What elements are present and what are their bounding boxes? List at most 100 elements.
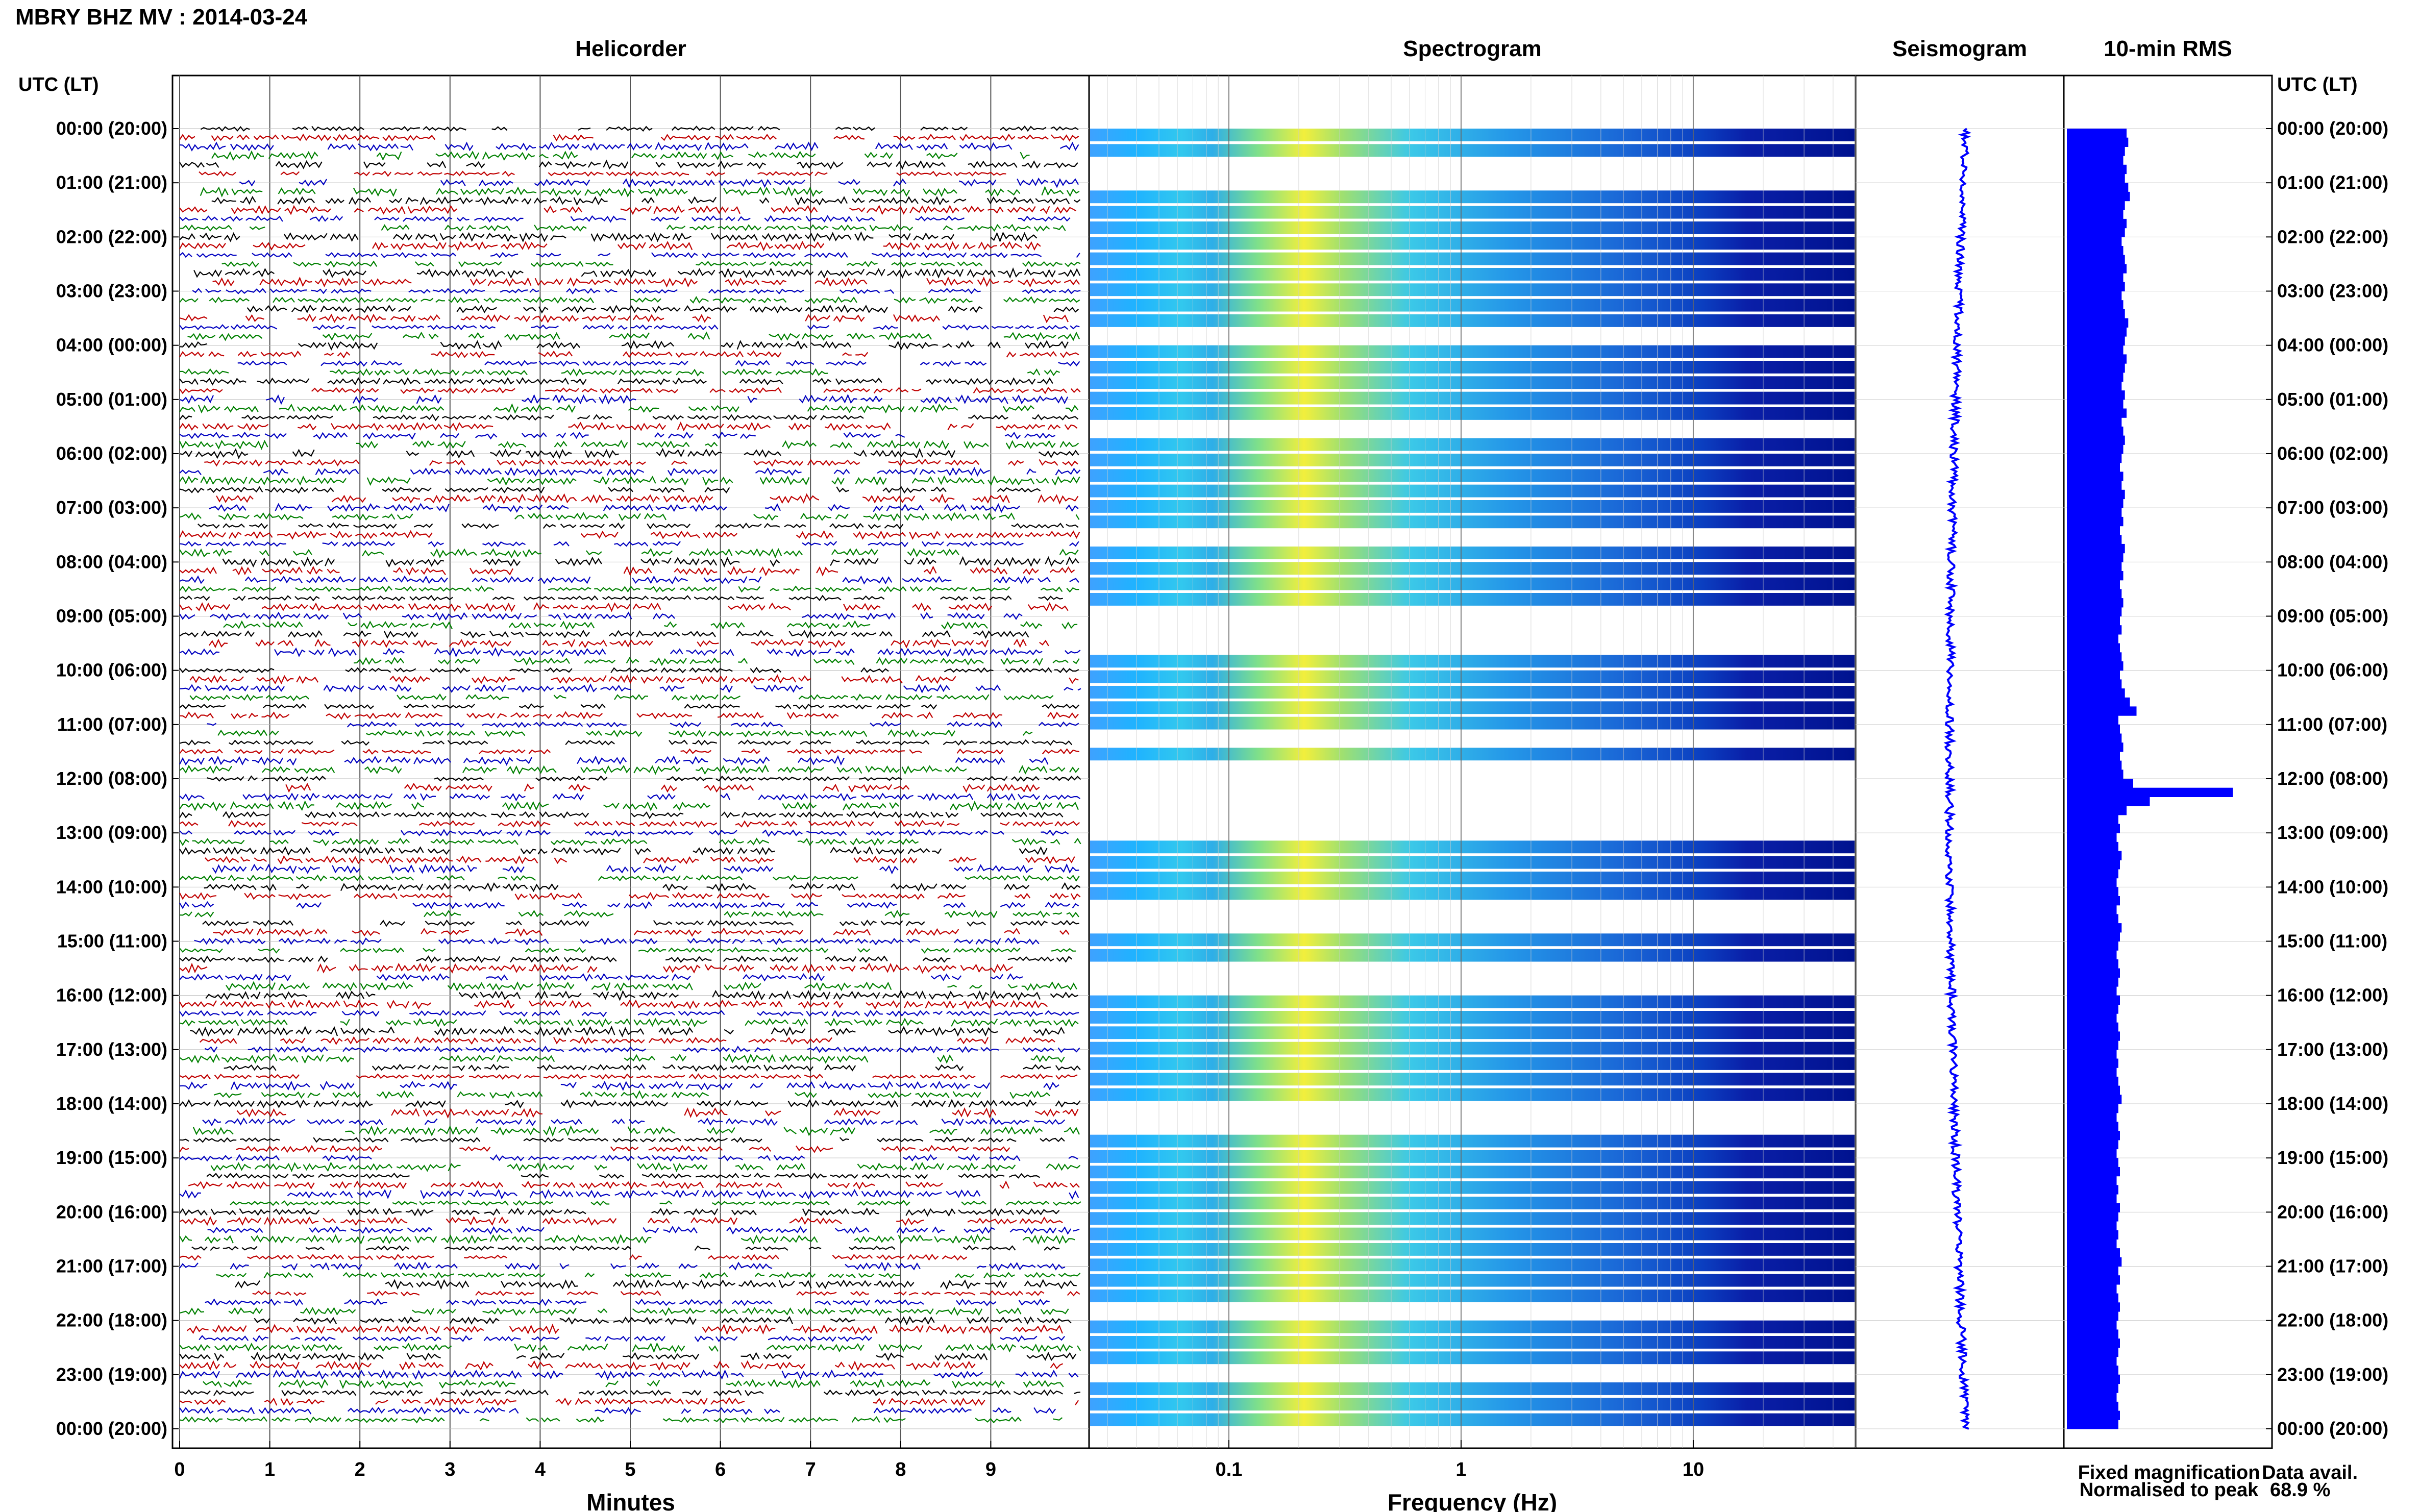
rms-bar (2067, 688, 2125, 698)
helicorder-trace-line (179, 1307, 1069, 1316)
legend-normalised-to-peak: Normalised to peak (2080, 1479, 2259, 1501)
helicorder-trace-line (199, 1036, 1055, 1046)
right-time-tick-label: 07:00 (03:00) (2277, 497, 2388, 518)
helicorder-trace-line (179, 1342, 1081, 1353)
rms-bar (2067, 995, 2120, 1005)
helicorder-trace-line (189, 693, 1054, 702)
rms-bar (2067, 733, 2122, 743)
helicorder-trace-line (203, 1378, 1064, 1390)
spectrogram-row (1090, 995, 1855, 1008)
spectrogram-row (1090, 562, 1855, 575)
rms-bar (2067, 724, 2120, 734)
helicorder-trace-line (192, 1125, 1080, 1137)
rms-bar (2067, 1058, 2118, 1068)
helicorder-trace-line (179, 205, 1076, 215)
rms-bar (2067, 246, 2124, 256)
spectrogram-row (1090, 268, 1855, 281)
spectrogram-row (1090, 655, 1855, 668)
rms-bar (2067, 634, 2118, 644)
spectrogram-frame (1088, 75, 1857, 1449)
rms-bar (2067, 1311, 2118, 1321)
left-time-ticks: 00:00 (20:00) 01:00 (21:00) 02:00 (22:00) 0… (56, 118, 179, 1439)
left-time-tick-label: 06:00 (02:00) (56, 443, 167, 464)
rms-bar (2067, 1013, 2117, 1023)
left-time-tick-label: 15:00 (11:00) (57, 931, 167, 952)
minute-tick-label: 2 (355, 1459, 365, 1480)
rms-bar (2067, 336, 2125, 346)
spectrogram-row (1090, 593, 1855, 606)
rms-bar (2067, 273, 2124, 283)
rms-bar (2067, 156, 2124, 165)
helicorder-trace-line (216, 1271, 1081, 1279)
helicorder-trace-line (180, 948, 1079, 953)
rms-bar (2067, 1085, 2120, 1095)
helicorder-trace-line (179, 594, 1063, 602)
helicorder-trace-line (179, 647, 1081, 658)
rms-bar (2067, 264, 2127, 274)
helicorder-trace-line (179, 792, 1081, 802)
right-time-tick-label: 09:00 (05:00) (2277, 606, 2388, 627)
helicorder-trace-line (210, 1161, 1081, 1173)
rms-bar (2067, 986, 2117, 996)
rms-bar (2067, 1203, 2120, 1212)
spectrogram-row (1090, 887, 1855, 900)
left-time-tick-label: 11:00 (07:00) (57, 714, 167, 735)
helicorder-trace-line (204, 855, 1075, 865)
helicorder-trace-line (204, 882, 1081, 893)
right-time-tick-label: 15:00 (11:00) (2277, 931, 2387, 952)
rms-bar (2067, 643, 2120, 653)
rms-bar (2067, 354, 2127, 364)
rms-bar (2067, 508, 2122, 517)
helicorder-trace-line (179, 1154, 1078, 1162)
helicorder-trace-line (179, 1018, 1079, 1028)
helicorder-trace-line (179, 874, 1080, 882)
left-time-tick-label: 17:00 (13:00) (56, 1039, 167, 1060)
helicorder-trace-line (179, 683, 1081, 693)
helicorder-trace-line (179, 962, 1014, 974)
helicorder-trace-line (224, 1063, 1081, 1072)
helicorder-trace-line (179, 486, 1041, 494)
rms-bar (2067, 1158, 2118, 1168)
left-time-tick-label: 19:00 (15:00) (56, 1147, 167, 1168)
rms-bar (2067, 1167, 2120, 1177)
spectrogram-row (1090, 1073, 1855, 1086)
spectrogram-row (1090, 1258, 1855, 1272)
data-availability-label: Data avail. (2262, 1462, 2358, 1483)
rms-bar (2067, 1131, 2120, 1141)
rms-bar (2067, 1040, 2118, 1050)
helicorder-trace-line (207, 1225, 1080, 1235)
rms-title: 10-min RMS (2104, 36, 2232, 61)
spectrogram-row (1090, 1274, 1855, 1287)
rms-bar (2067, 1257, 2122, 1267)
helicorder-trace-line (179, 973, 1023, 982)
rms-bar (2067, 923, 2122, 933)
spectrogram-row (1090, 454, 1855, 466)
rms-bar (2067, 860, 2120, 870)
right-time-tick-label: 00:00 (20:00) (2277, 118, 2388, 139)
helicorder-trace-line (188, 1180, 1080, 1190)
helicorder-trace-line (179, 1207, 1060, 1217)
right-time-tick-label: 01:00 (21:00) (2277, 172, 2388, 193)
left-time-tick-label: 02:00 (22:00) (56, 226, 167, 247)
figure-title: MBRY BHZ MV : 2014-03-24 (15, 5, 308, 30)
data-availability-value: 68.9 % (2270, 1479, 2330, 1501)
rms-bar (2067, 1420, 2118, 1429)
spectrogram-row (1090, 1011, 1855, 1024)
helicorder-trace-line (179, 1080, 1059, 1091)
rms-bar (2067, 1401, 2118, 1411)
rms-bar (2067, 625, 2122, 635)
rms-bar (2067, 932, 2120, 942)
helicorder-trace-line (198, 522, 1079, 530)
spectrogram-row (1090, 872, 1855, 884)
helicorder-trace-line (179, 421, 1078, 432)
spectrogram-row (1090, 748, 1855, 761)
rms-bar (2067, 1104, 2118, 1113)
helicorder-trace-line (179, 540, 1079, 548)
rms-bar (2067, 543, 2125, 554)
helicorder-trace-line (179, 512, 1080, 522)
rms-bar (2067, 833, 2117, 842)
spectrogram-row (1090, 407, 1855, 420)
rms-bar (2067, 878, 2117, 887)
rms-bar (2067, 255, 2125, 264)
rms-bar (2067, 742, 2124, 752)
